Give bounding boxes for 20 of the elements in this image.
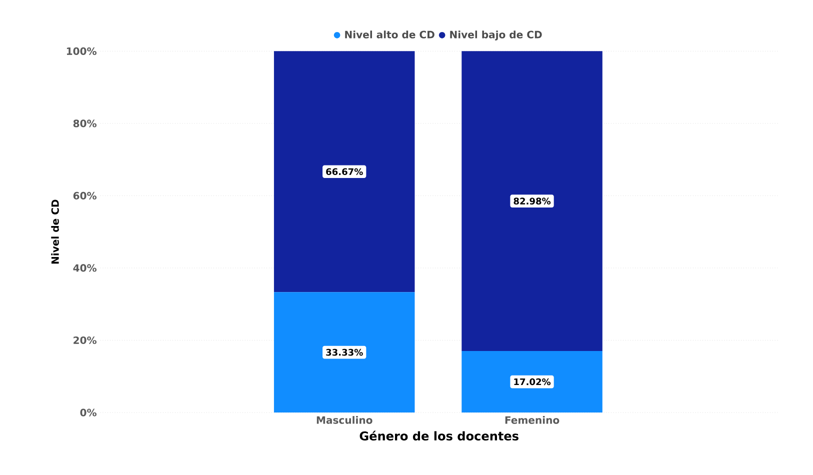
data-label: 17.02%	[514, 378, 551, 386]
y-axis-title: Nivel de CD	[51, 200, 59, 264]
bar	[274, 292, 415, 413]
x-tick-label: Masculino	[316, 416, 372, 424]
x-tick-label: Femenino	[505, 416, 560, 424]
data-label: 33.33%	[326, 349, 363, 356]
y-tick-label: 40%	[73, 264, 97, 272]
x-axis-title: Género de los docentes	[360, 430, 518, 441]
y-tick-label: 60%	[73, 192, 97, 200]
y-tick-label: 80%	[73, 120, 97, 128]
legend-label: Nivel bajo de CD	[450, 30, 542, 41]
bar	[274, 51, 415, 292]
bar	[462, 351, 602, 413]
legend-label: Nivel alto de CD	[345, 30, 434, 38]
bar	[462, 51, 602, 352]
data-label: 66.67%	[326, 168, 363, 176]
y-tick-label: 0%	[80, 408, 97, 416]
y-tick-label: 20%	[74, 336, 97, 344]
data-label: 82.98%	[514, 198, 551, 205]
y-tick-label: 100%	[66, 48, 97, 56]
